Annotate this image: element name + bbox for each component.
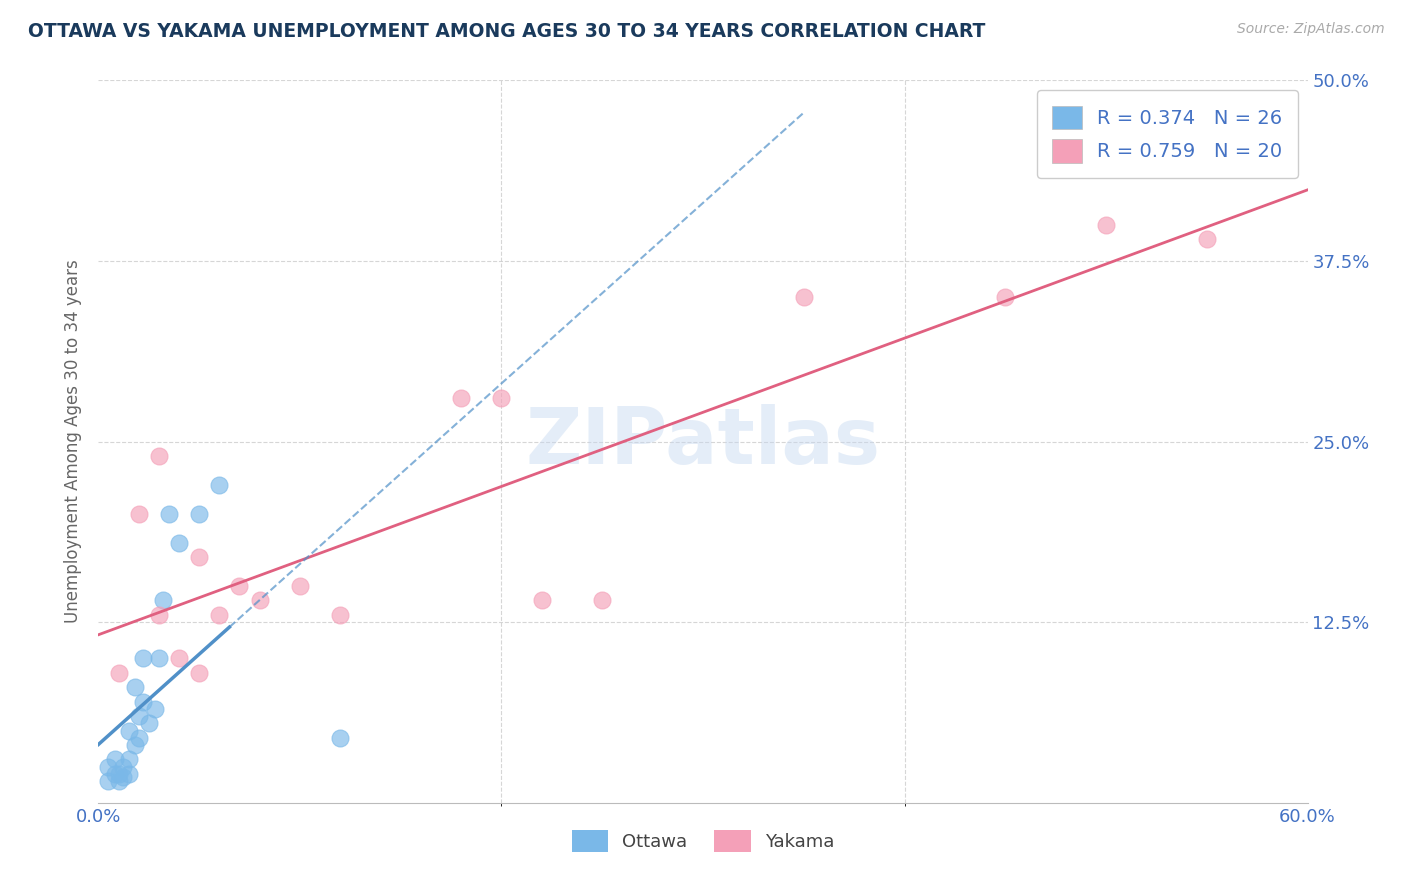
Point: [530, 593, 553, 607]
Point: [450, 391, 472, 405]
Point: [188, 507, 211, 521]
Point: [124, 738, 146, 752]
Point: [148, 651, 170, 665]
Point: [97, 760, 120, 774]
Text: OTTAWA VS YAKAMA UNEMPLOYMENT AMONG AGES 30 TO 34 YEARS CORRELATION CHART: OTTAWA VS YAKAMA UNEMPLOYMENT AMONG AGES…: [28, 22, 986, 41]
Point: [118, 767, 141, 781]
Point: [188, 665, 211, 680]
Point: [329, 607, 352, 622]
Point: [157, 507, 180, 521]
Point: [152, 593, 174, 607]
Point: [132, 651, 155, 665]
Point: [111, 760, 134, 774]
Text: ZIPatlas: ZIPatlas: [526, 403, 880, 480]
Y-axis label: Unemployment Among Ages 30 to 34 years: Unemployment Among Ages 30 to 34 years: [65, 260, 83, 624]
Point: [118, 723, 141, 738]
Point: [118, 752, 141, 766]
Point: [124, 680, 146, 694]
Point: [132, 695, 155, 709]
Text: Source: ZipAtlas.com: Source: ZipAtlas.com: [1237, 22, 1385, 37]
Point: [188, 550, 211, 565]
Point: [208, 607, 231, 622]
Point: [128, 709, 150, 723]
Point: [107, 774, 129, 789]
Point: [167, 651, 190, 665]
Point: [111, 770, 134, 784]
Point: [128, 731, 150, 745]
Point: [103, 752, 125, 766]
Point: [491, 391, 513, 405]
Point: [329, 731, 352, 745]
Point: [143, 702, 166, 716]
Point: [107, 665, 129, 680]
Point: [994, 290, 1017, 304]
Point: [793, 290, 815, 304]
Point: [148, 449, 170, 463]
Point: [103, 767, 125, 781]
Point: [128, 507, 150, 521]
Point: [288, 579, 311, 593]
Point: [167, 535, 190, 549]
Point: [591, 593, 613, 607]
Point: [249, 593, 271, 607]
Point: [1095, 218, 1118, 232]
Point: [148, 607, 170, 622]
Point: [228, 579, 250, 593]
Point: [208, 478, 231, 492]
Point: [138, 716, 160, 731]
Point: [107, 767, 129, 781]
Point: [97, 774, 120, 789]
Point: [1195, 232, 1218, 246]
Legend: Ottawa, Yakama: Ottawa, Yakama: [564, 822, 842, 859]
